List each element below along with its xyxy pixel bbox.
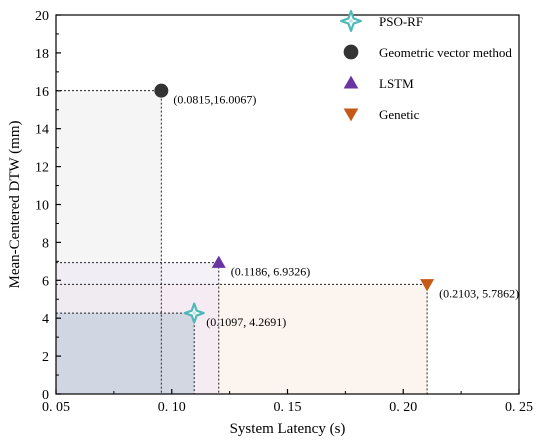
x-tick-label-0: 0. 05: [42, 400, 70, 415]
legend-label-1: Geometric vector method: [379, 45, 512, 60]
y-tick-label-3: 6: [42, 274, 49, 289]
data-point-3: [420, 279, 435, 292]
data-point-0-core: [192, 311, 196, 315]
data-label-2: (0.1186, 6.9326): [231, 265, 311, 279]
x-tick-label-3: 0. 20: [389, 400, 417, 415]
data-point-1: [154, 83, 169, 98]
axes: 0. 05 0. 10 0. 15 0. 20 0. 25 0 2 4 6 8 10 12 14 16 18…: [7, 9, 533, 437]
legend-label-2: LSTM: [379, 76, 414, 91]
y-tick-label-9: 18: [35, 47, 49, 62]
y-tick-label-5: 10: [35, 199, 49, 214]
legend-marker-3: [343, 108, 359, 122]
point-annotations: (0.1097, 4.2691) (0.0815,16.0067) (0.1186,…: [173, 93, 519, 329]
x-tick-label-2: 0. 15: [274, 400, 302, 415]
x-tick-label-4: 0. 25: [505, 400, 533, 415]
shaded-regions: [56, 90, 428, 394]
y-tick-label-6: 12: [35, 161, 49, 176]
data-label-0: (0.1097, 4.2691): [206, 315, 286, 329]
legend-marker-0: [339, 9, 363, 33]
data-label-1: (0.0815,16.0067): [173, 93, 256, 107]
guide-lines: [56, 90, 428, 394]
data-label-3: (0.2103, 5.7862): [439, 286, 519, 300]
y-tick-label-0: 0: [42, 388, 49, 403]
data-point-0: [183, 302, 205, 324]
y-tick-label-7: 14: [35, 123, 49, 138]
legend-marker-0-core: [349, 19, 353, 23]
y-tick-label-10: 20: [35, 9, 49, 24]
y-tick-label-8: 16: [35, 85, 49, 100]
y-tick-label-1: 2: [42, 350, 49, 365]
x-tick-label-1: 0. 10: [158, 400, 186, 415]
data-markers: [154, 83, 435, 324]
legend-marker-2: [343, 75, 359, 89]
y-tick-label-4: 8: [42, 236, 49, 251]
x-axis-label: System Latency (s): [230, 421, 346, 437]
region-0: [56, 313, 195, 394]
legend-marker-1: [343, 44, 359, 60]
legend-label-0: PSO-RF: [379, 14, 423, 29]
legend: PSO-RF Geometric vector method LSTM Genetic: [339, 9, 512, 122]
y-axis-label: Mean-Centered DTW (mm): [7, 120, 23, 288]
legend-label-3: Genetic: [379, 107, 420, 122]
y-tick-label-2: 4: [42, 312, 49, 327]
data-point-2: [211, 255, 226, 268]
